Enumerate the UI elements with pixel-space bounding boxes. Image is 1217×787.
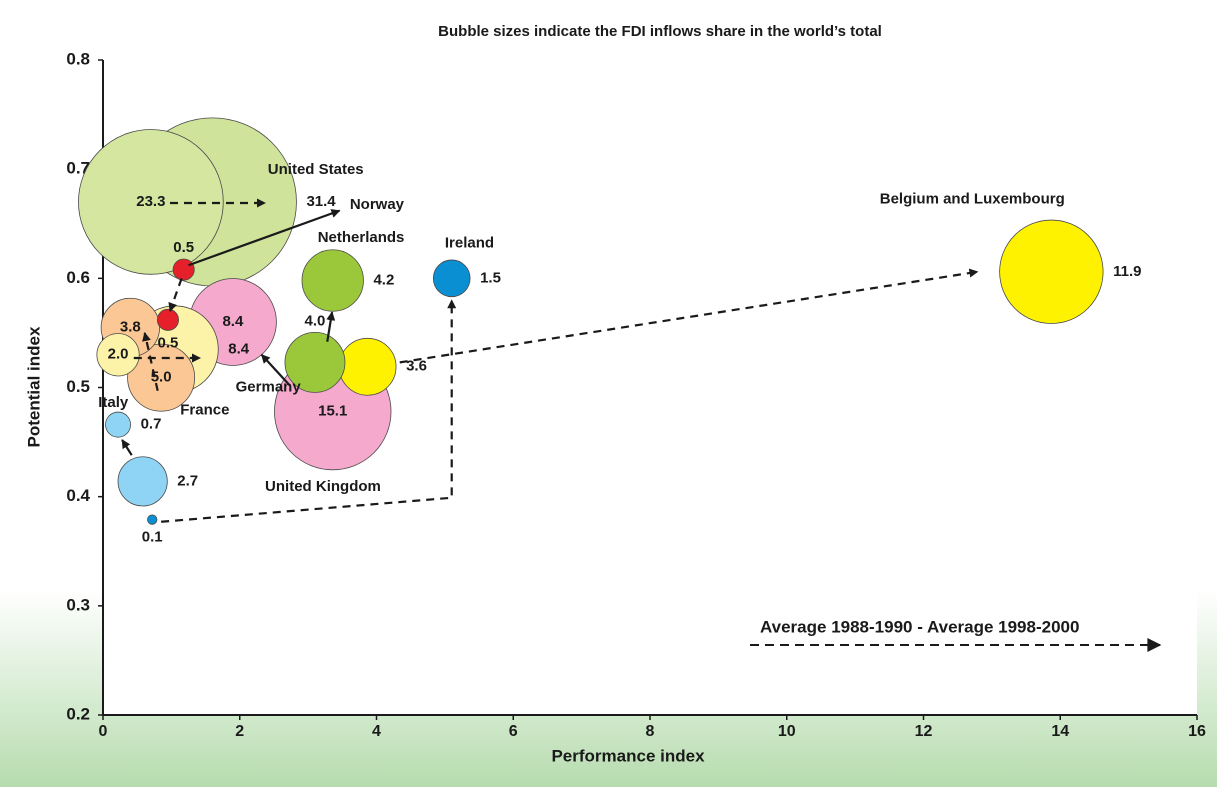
legend-text: Average 1988-1990 - Average 1998-2000 — [760, 617, 1079, 636]
y-tick-label: 0.5 — [66, 377, 90, 396]
bubble-label: 0.5 — [173, 239, 194, 256]
bubble — [147, 514, 158, 525]
bubble-label: 8.4 — [222, 313, 244, 330]
bubble-label: 11.9 — [1113, 263, 1141, 280]
bubble — [301, 249, 364, 312]
x-tick-label: 2 — [235, 723, 244, 740]
x-tick-label: 16 — [1188, 723, 1206, 740]
y-axis-title: Potential index — [24, 326, 43, 447]
bubble-label: 3.8 — [120, 318, 141, 335]
bubble — [172, 258, 195, 281]
country-label: United States — [268, 161, 364, 178]
country-label: Netherlands — [318, 229, 405, 246]
bubble-label: 31.4 — [306, 193, 336, 210]
x-axis-title: Performance index — [551, 746, 705, 765]
y-tick-label: 0.2 — [66, 704, 90, 723]
bubble — [999, 219, 1104, 324]
y-tick-label: 0.6 — [66, 268, 90, 287]
bubble — [78, 129, 224, 275]
country-label: Italy — [98, 394, 129, 411]
country-label: France — [180, 401, 229, 418]
arrow — [142, 332, 159, 392]
x-tick-label: 12 — [915, 723, 933, 740]
bubble-label: 2.7 — [177, 472, 198, 489]
x-tick-label: 14 — [1051, 723, 1069, 740]
bubble — [156, 308, 179, 331]
bubble-label: 8.4 — [228, 340, 250, 357]
country-label: Belgium and Luxembourg — [880, 191, 1065, 208]
x-tick-label: 8 — [646, 723, 655, 740]
bubble — [284, 331, 346, 393]
bubble — [96, 333, 140, 377]
x-tick-label: 0 — [99, 723, 108, 740]
arrow — [188, 209, 341, 267]
y-tick-label: 0.8 — [66, 49, 90, 68]
bubble — [117, 456, 168, 507]
country-label: Germany — [236, 378, 302, 395]
arrow — [121, 439, 133, 456]
bubble — [432, 259, 471, 298]
bubble-label: 23.3 — [136, 193, 165, 210]
country-label: Ireland — [445, 234, 494, 251]
bubble-label: 5.0 — [151, 369, 172, 386]
bubble — [127, 343, 196, 412]
bubble-label: 0.5 — [158, 334, 179, 351]
bubble-label: 0.1 — [142, 528, 163, 545]
arrow — [168, 277, 183, 312]
country-label: Norway — [350, 196, 405, 213]
y-tick-label: 0.3 — [66, 595, 90, 614]
bubble-label: 4.2 — [373, 271, 394, 288]
country-label: United Kingdom — [265, 478, 381, 495]
x-tick-label: 4 — [372, 723, 381, 740]
bubble — [105, 411, 131, 438]
bubble-label: 4.0 — [305, 312, 326, 329]
bubble-label: 15.1 — [318, 402, 347, 419]
x-tick-label: 10 — [778, 723, 796, 740]
arrow — [326, 311, 336, 342]
bubble-label: 0.7 — [141, 416, 162, 433]
bubble-label: 3.6 — [406, 358, 427, 375]
bubble-label: 1.5 — [480, 269, 501, 286]
bubble — [338, 337, 397, 396]
arrow — [260, 354, 291, 387]
chart-title: Bubble sizes indicate the FDI inflows sh… — [438, 23, 882, 40]
arrow — [161, 299, 457, 523]
y-tick-label: 0.4 — [66, 486, 90, 505]
x-tick-label: 6 — [509, 723, 518, 740]
bubble-label: 2.0 — [108, 346, 129, 363]
